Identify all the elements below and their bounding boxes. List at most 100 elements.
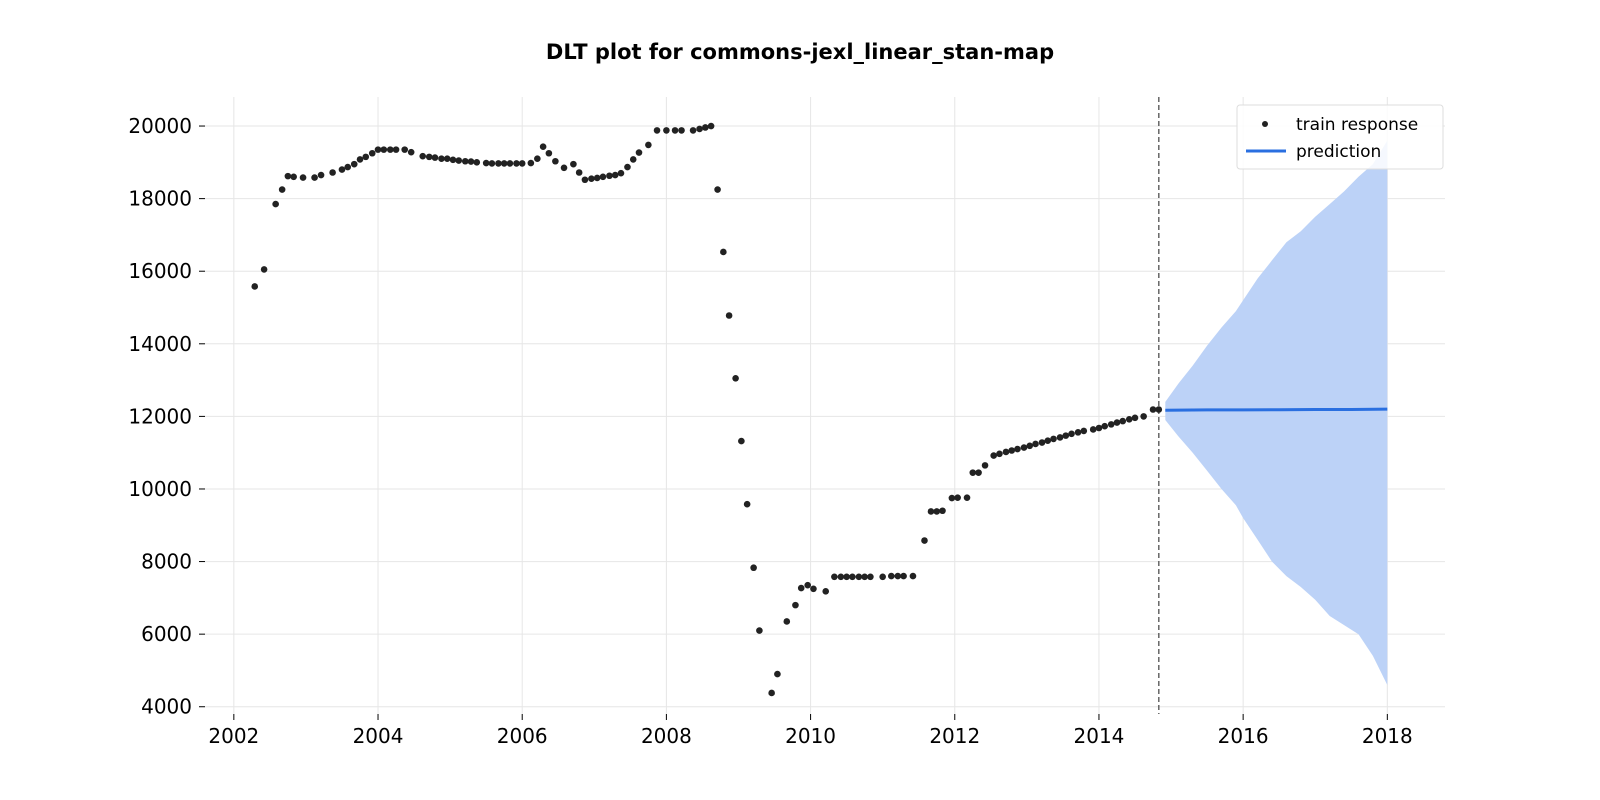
train-point [482,159,490,167]
train-point [356,156,364,163]
train-point [1107,421,1115,428]
train-point [539,143,547,151]
train-point [927,508,935,515]
train-point [1089,426,1097,433]
train-point [831,573,838,581]
train-point [756,627,763,634]
train-point [1002,448,1010,456]
train-point [939,507,946,515]
x-tick-label: 2002 [208,724,259,748]
train-point [513,160,520,167]
train-point [581,176,589,184]
train-point [837,573,845,581]
train-point [1026,442,1034,450]
chart-title: DLT plot for commons-jexl_linear_stan-ma… [545,40,1055,64]
train-point [431,154,439,161]
train-point [635,149,643,156]
train-point [1056,434,1064,441]
train-point [1050,435,1057,443]
train-point [455,157,463,164]
train-point [720,248,727,256]
prediction-interval-area [1165,140,1388,686]
train-point [861,573,868,581]
train-point [867,573,874,581]
train-point [732,374,739,382]
train-point [879,573,886,581]
train-point [663,127,670,134]
train-point [344,163,352,171]
train-point [1095,424,1103,432]
train-point [278,186,286,193]
train-point [702,124,709,131]
train-point [996,450,1003,458]
x-tick-label: 2008 [641,724,692,748]
train-point [843,573,850,581]
train-point [350,160,358,168]
train-point [783,618,791,625]
train-point [368,149,376,157]
train-point [284,172,292,180]
train-point [645,141,652,149]
train-point [1119,417,1127,425]
train-point [599,173,607,181]
train-point [617,169,625,177]
train-point [473,159,481,166]
train-point [443,155,451,162]
x-tick-label: 2014 [1074,724,1125,748]
train-point [1131,414,1139,422]
train-point [611,171,619,179]
y-tick-label: 4000 [141,695,192,719]
train-point [438,155,445,162]
train-point [419,152,427,160]
train-point [467,158,475,165]
x-tick-label: 2016 [1218,724,1269,748]
train-point [888,572,895,580]
y-tick-label: 20000 [128,114,192,138]
train-point [948,494,956,502]
train-point [560,164,568,172]
train-point [552,157,559,165]
grid [205,97,1445,714]
train-point [317,171,325,179]
legend-label-prediction: prediction [1296,142,1381,162]
train-point [738,437,745,445]
train-point [1008,447,1016,454]
x-tick-label: 2010 [785,724,836,748]
y-axis: 4000 6000 8000 10000 12000 14000 16000 18000 200… [128,114,205,719]
train-point [1062,432,1070,439]
train-point [593,174,601,182]
y-tick-label: 18000 [128,187,192,211]
train-point [1068,430,1075,438]
train-point [1032,440,1039,448]
legend-marker-train-response [1262,121,1268,127]
train-point [678,127,685,134]
train-point [810,585,817,593]
prediction-line [1165,407,1388,412]
y-tick-label: 10000 [128,477,192,501]
train-point [495,160,502,167]
train-point [855,573,863,581]
train-point [900,572,907,580]
train-point [1020,444,1028,451]
train-point [981,462,989,469]
train-point [624,163,631,171]
train-point [921,537,928,544]
train-point [606,172,613,180]
train-point [506,160,514,167]
train-point [329,169,336,176]
train-point [374,146,382,153]
train-point [671,127,679,134]
legend-box [1236,104,1444,170]
train-point [822,588,830,595]
train-point [792,601,799,609]
train-point [797,584,805,592]
train-point [299,174,307,181]
y-tick-label: 14000 [128,332,192,356]
legend-label-train-response: train response [1296,115,1418,135]
train-point [1113,419,1121,426]
train-point [975,469,982,476]
legend: train response prediction [1236,104,1444,170]
train-point [401,146,408,153]
x-tick-label: 2012 [929,724,980,748]
